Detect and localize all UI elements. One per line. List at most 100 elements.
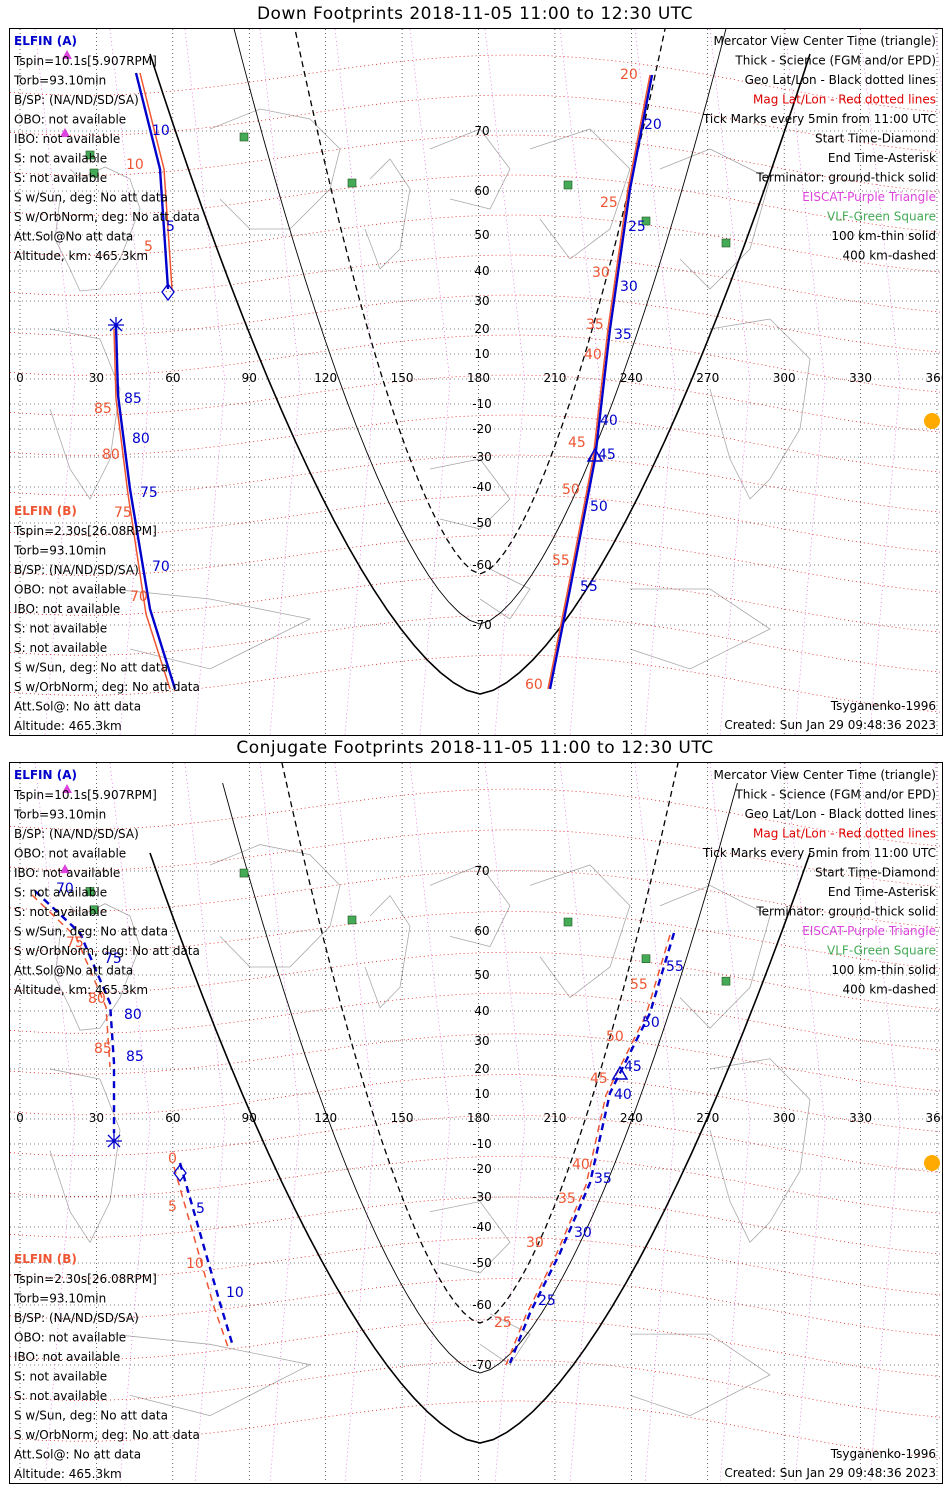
- latitude-label: 70: [474, 864, 489, 878]
- longitude-label: 90: [242, 1111, 257, 1125]
- mag-latitude-line: [10, 829, 941, 888]
- latitude-label: -50: [472, 1256, 492, 1270]
- mag-latitude-line: [10, 951, 941, 1010]
- latitude-label: 20: [474, 322, 489, 336]
- elfin-b-info: Torb=93.10min: [13, 1292, 106, 1306]
- elfin-a-tick-label: 10: [152, 123, 170, 139]
- coastline-shape: [709, 1058, 811, 1244]
- mag-latitude-line: [10, 174, 941, 233]
- latitude-label: 20: [474, 1062, 489, 1076]
- longitude-label: 270: [696, 1111, 719, 1125]
- longitude-label: 210: [543, 1111, 566, 1125]
- elfin-a-tick-label: 70: [56, 881, 74, 897]
- elfin-a-info: IBO: not available: [14, 866, 120, 880]
- elfin-a-info: Torb=93.10min: [13, 808, 106, 822]
- vlf-station-marker: [85, 150, 95, 160]
- start-diamond-marker: [161, 282, 175, 302]
- longitude-label: 330: [849, 1111, 872, 1125]
- down-footprints-panel: 0 30 60 90 120 150 180 210 240 270 300 330 360 70 60 50…: [9, 28, 943, 736]
- longitude-label: 60: [165, 371, 180, 385]
- mag-longitude-line: [859, 763, 901, 1483]
- legend-entry: End Time-Asterisk: [828, 885, 936, 899]
- mag-latitude-line: [10, 454, 941, 513]
- created-label: Created: Sun Jan 29 09:48:36 2023: [724, 718, 936, 732]
- mag-latitude-line: [10, 1400, 941, 1459]
- latitude-label: 60: [474, 184, 489, 198]
- model-label: Tsyganenko-1996: [830, 699, 936, 713]
- mag-latitude-line: [10, 1196, 941, 1255]
- latitude-label: 10: [474, 347, 489, 361]
- elfin-b-track: [31, 894, 111, 1068]
- elfin-b-track: [547, 74, 651, 690]
- elfin-a-track: [178, 1162, 234, 1344]
- conjugate-footprints-map: 0306090120150180210240270300330360706050…: [10, 763, 942, 1483]
- mag-latitude-line: [10, 414, 941, 473]
- coastline-shape: [629, 588, 771, 670]
- elfin-b-tick-label: 40: [584, 347, 602, 363]
- coastline-shape: [209, 844, 341, 968]
- legend-entry: EISCAT-Purple Triangle: [802, 190, 936, 204]
- latitude-label: 50: [474, 968, 489, 982]
- elfin-b-info: B/SP: (NA/ND/SD/SA): [14, 563, 139, 577]
- elfin-b-info: B/SP: (NA/ND/SD/SA): [14, 1311, 139, 1325]
- mag-longitude-line: [634, 763, 676, 1483]
- mag-latitude-line: [10, 294, 941, 353]
- elfin-a-tick-label: 50: [590, 499, 608, 515]
- elfin-a-tick-label: 25: [628, 219, 646, 235]
- elfin-a-tick-label: 30: [574, 1225, 592, 1241]
- elfin-a-info: Att.Sol@No att data: [14, 964, 133, 978]
- coastline-shape: [209, 108, 341, 230]
- elfin-a-tick-label: 35: [614, 327, 632, 343]
- vlf-station-marker: [347, 915, 357, 925]
- end-asterisk-marker: [106, 1133, 122, 1149]
- latitude-label: -40: [472, 480, 492, 494]
- vlf-station-marker: [641, 954, 651, 964]
- legend-entry: Thick - Science (FGM and/or EPD): [734, 788, 936, 802]
- created-label: Created: Sun Jan 29 09:48:36 2023: [724, 1466, 936, 1480]
- elfin-b-tick-label: 10: [126, 157, 144, 173]
- elfin-b-tick-label: 25: [600, 195, 618, 211]
- mag-latitude-line: [10, 1318, 941, 1377]
- coastline-shape: [429, 1201, 511, 1274]
- sun-icon: [924, 1155, 940, 1171]
- elfin-b-tick-label: 10: [186, 1256, 204, 1272]
- elfin-b-info: S: not available: [14, 641, 107, 655]
- mag-latitude-line: [10, 614, 941, 673]
- latitude-label: -50: [472, 516, 492, 530]
- legend-entry: Start Time-Diamond: [815, 866, 936, 880]
- elfin-a-tick-label: 70: [152, 559, 170, 575]
- elfin-b-info: Att.Sol@: No att data: [14, 700, 141, 714]
- elfin-a-info: B/SP: (NA/ND/SD/SA): [14, 827, 139, 841]
- latitude-label: -10: [472, 1137, 492, 1151]
- vlf-station-marker: [563, 917, 573, 927]
- mag-latitude-line: [10, 870, 941, 929]
- mag-longitude-line: [184, 763, 226, 1483]
- elfin-a-info: Altitude, km: 465.3km: [14, 249, 148, 263]
- terminator-100km-line: [222, 782, 738, 1374]
- longitude-label: 90: [242, 371, 257, 385]
- mag-longitude-line: [559, 763, 601, 1483]
- elfin-a-info: S: not available: [14, 152, 107, 166]
- elfin-b-tick-label: 45: [590, 1071, 608, 1087]
- coastline-shape: [364, 158, 411, 270]
- longitude-label: 120: [314, 371, 337, 385]
- legend-entry: End Time-Asterisk: [828, 151, 936, 165]
- elfin-b-info: IBO: not available: [14, 602, 120, 616]
- elfin-b-tick-label: 55: [552, 553, 570, 569]
- elfin-b-info: S: not available: [14, 1389, 107, 1403]
- elfin-b-tick-label: 25: [494, 1315, 512, 1331]
- mag-longitude-line: [34, 763, 76, 1483]
- mag-latitude-line: [10, 54, 941, 113]
- elfin-a-track: [508, 932, 676, 1364]
- elfin-b-info: S w/Sun, deg: No att data: [14, 1409, 168, 1423]
- elfin-b-tick-label: 70: [130, 589, 148, 605]
- mag-latitude-line: [10, 574, 941, 633]
- legend-entry: Mercator View Center Time (triangle): [714, 768, 936, 782]
- conjugate-footprints-title: Conjugate Footprints 2018-11-05 11:00 to…: [236, 738, 714, 758]
- coastline-shape: [709, 318, 811, 500]
- elfin-a-tick-label: 35: [594, 1171, 612, 1187]
- elfin-a-info: B/SP: (NA/ND/SD/SA): [14, 93, 139, 107]
- latitude-label: -70: [472, 1358, 492, 1372]
- elfin-a-track: [114, 324, 177, 690]
- longitude-label: 120: [314, 1111, 337, 1125]
